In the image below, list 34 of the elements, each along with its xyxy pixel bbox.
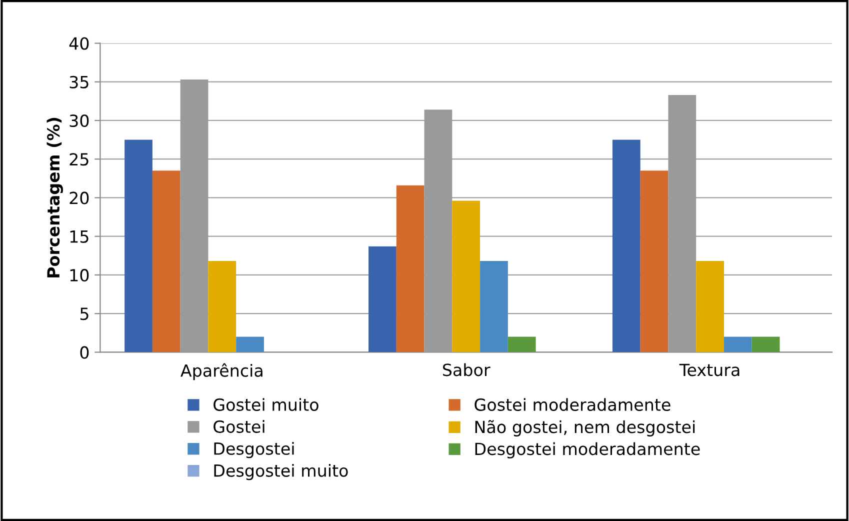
x-tick-label: Textura: [679, 364, 740, 376]
bar: [724, 336, 752, 352]
legend-label: Gostei muito: [214, 398, 318, 411]
y-tick-label: 0: [80, 346, 89, 359]
y-tick-label: 30: [70, 114, 89, 128]
legend-label: Desgostei muito: [214, 464, 348, 480]
y-tick-label: 35: [70, 76, 88, 88]
y-tick-label: 10: [70, 268, 89, 282]
x-tick-label: Aparência: [180, 363, 262, 380]
legend-label: Desgostei moderadamente: [475, 442, 700, 458]
legend-label: Não gostei, nem desgostei: [475, 420, 695, 436]
bar: [208, 261, 236, 352]
y-tick-label: 15: [70, 230, 88, 243]
y-axis-title: Porcentagem (%): [46, 118, 63, 278]
y-tick-label: 5: [80, 308, 88, 320]
bar: [508, 336, 536, 352]
bar: [368, 246, 396, 352]
legend-label: Gostei moderadamente: [474, 398, 670, 411]
bar: [152, 170, 180, 352]
bar: [612, 140, 640, 352]
legend-label: Gostei: [214, 420, 264, 433]
y-tick-label: 25: [70, 153, 88, 166]
bar: [124, 140, 152, 352]
bar: [640, 170, 668, 352]
y-tick-label: 20: [70, 192, 89, 204]
bar: [236, 336, 264, 352]
legend-label: Desgostei: [214, 442, 294, 458]
bar: [752, 336, 780, 352]
bar: [696, 261, 724, 352]
x-tick-label: Sabor: [442, 363, 490, 376]
bar: [396, 185, 424, 352]
bar: [480, 261, 508, 352]
bar: [452, 200, 480, 352]
y-tick-label: 40: [69, 37, 89, 50]
